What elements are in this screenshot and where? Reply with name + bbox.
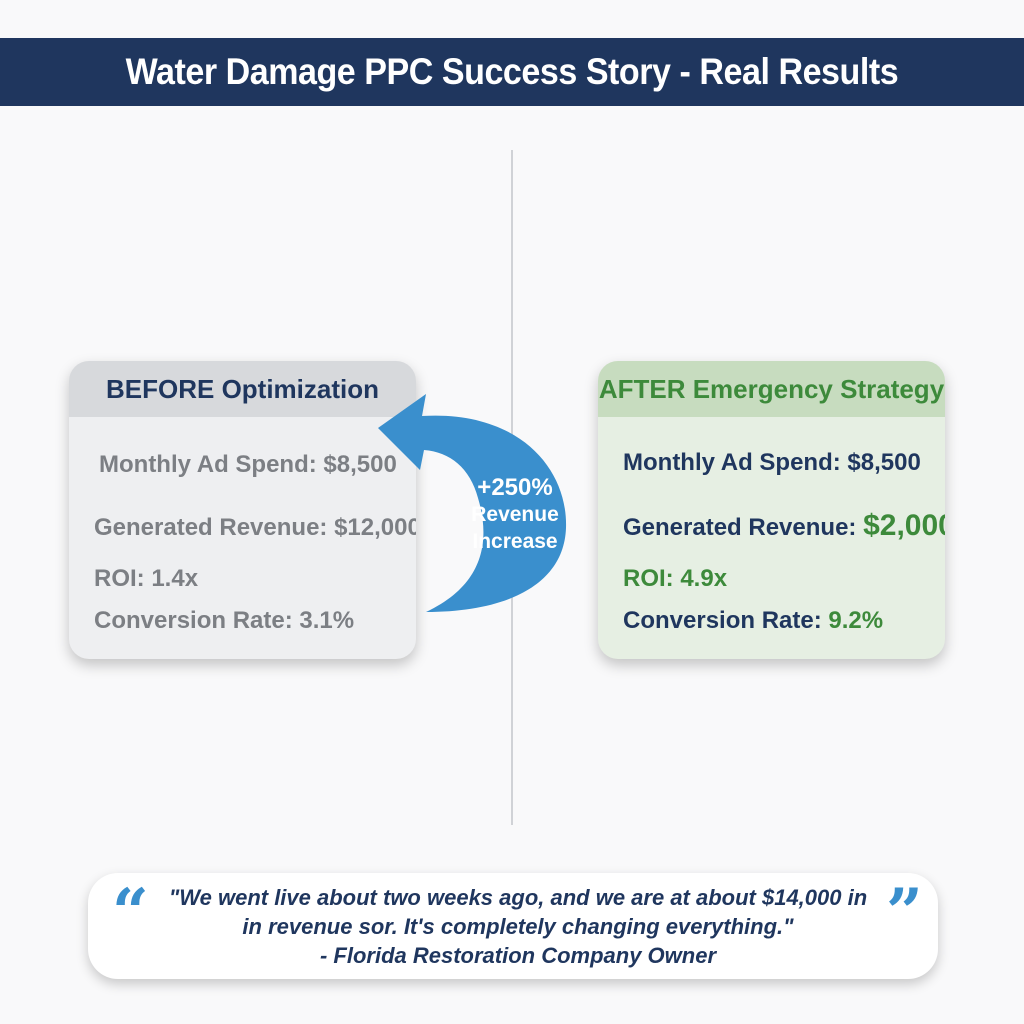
increase-line2: Increase	[472, 530, 558, 553]
before-roi: ROI: 1.4x	[94, 565, 199, 592]
revenue-increase-label: +250% Revenue Increase	[468, 474, 562, 555]
open-quote-icon: “	[112, 875, 149, 950]
after-card-title: AFTER Emergency Strategy	[598, 361, 945, 417]
after-roi: ROI: 4.9x	[623, 565, 728, 592]
title-banner: Water Damage PPC Success Story - Real Re…	[0, 38, 1024, 106]
after-revenue-value: $2,000	[863, 509, 945, 542]
testimonial-box: “ "We went live about two weeks ago, and…	[88, 873, 938, 979]
close-quote-icon: ”	[886, 875, 923, 950]
after-card: AFTER Emergency Strategy Monthly Ad Spen…	[598, 361, 945, 659]
increase-percent: +250%	[477, 474, 553, 501]
increase-line1: Revenue	[471, 503, 559, 526]
testimonial-line1: "We went live about two weeks ago, and w…	[168, 885, 868, 910]
after-revenue: Generated Revenue: $2,000	[623, 509, 945, 543]
after-conversion: Conversion Rate: 9.2%	[623, 607, 883, 635]
before-conversion: Conversion Rate: 3.1%	[94, 607, 355, 634]
testimonial-text: "We went live about two weeks ago, and w…	[148, 883, 888, 970]
after-revenue-label: Generated Revenue:	[623, 514, 857, 541]
testimonial-line2: in revenue sor. It's completely changing…	[242, 914, 794, 939]
before-card-title: BEFORE Optimization	[69, 361, 416, 417]
before-revenue: Generated Revenue: $12,000	[94, 514, 416, 541]
page-title: Water Damage PPC Success Story - Real Re…	[125, 51, 899, 92]
testimonial-attribution: - Florida Restoration Company Owner	[319, 943, 717, 968]
curved-arrow-icon	[378, 394, 567, 612]
before-card: BEFORE Optimization Monthly Ad Spend: $8…	[69, 361, 416, 659]
after-conversion-value: 9.2%	[828, 607, 884, 634]
after-ad-spend: Monthly Ad Spend: $8,500	[623, 449, 921, 476]
before-ad-spend: Monthly Ad Spend: $8,500	[99, 451, 397, 478]
after-conversion-label: Conversion Rate:	[623, 607, 822, 634]
